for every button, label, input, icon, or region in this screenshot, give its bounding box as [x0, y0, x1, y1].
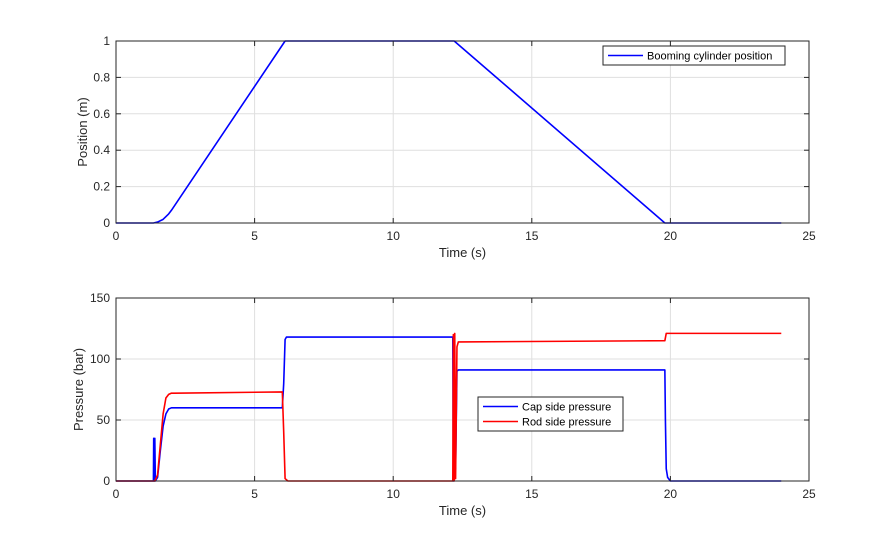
x-tick-label: 25	[802, 487, 816, 501]
x-axis-label: Time (s)	[439, 503, 486, 518]
axes-frame	[115, 40, 810, 224]
y-axis-label: Pressure (bar)	[71, 348, 86, 431]
series-line-rod-side-pressure	[116, 332, 782, 482]
legend-box	[602, 45, 786, 66]
x-tick-label: 20	[664, 229, 678, 243]
x-tick-label: 20	[664, 487, 678, 501]
y-tick-label: 0	[103, 216, 110, 230]
plot-area	[116, 41, 809, 223]
plot-area	[116, 298, 809, 481]
x-tick-label: 25	[802, 229, 816, 243]
x-tick-label: 15	[525, 229, 539, 243]
y-tick-label: 50	[97, 413, 111, 427]
legend: Cap side pressure Rod side pressure	[477, 396, 624, 432]
x-tick-label: 0	[113, 487, 120, 501]
y-tick-label: 1	[103, 34, 110, 48]
y-tick-label: 0.6	[93, 107, 110, 121]
chart-2: 0 5 10 15 20 25 0 50 100 150 Time (s) Pressure (bar…	[71, 291, 816, 518]
axes-frame	[115, 297, 810, 482]
y-tick-label: 0.4	[93, 143, 110, 157]
chart-1: 0 5 10 15 20 25 0 0.2 0.4 0.6 0.8 1 Time (s) Position…	[75, 34, 816, 260]
x-tick-label: 10	[387, 487, 401, 501]
legend-entry: Cap side pressure	[522, 402, 611, 414]
x-tick-label: 0	[113, 229, 120, 243]
y-tick-label: 0.2	[93, 180, 110, 194]
legend-entry: Booming cylinder position	[647, 51, 772, 63]
y-tick-label: 150	[90, 291, 110, 305]
x-tick-label: 5	[251, 487, 258, 501]
y-tick-label: 0.8	[93, 70, 110, 84]
x-axis-label: Time (s)	[439, 245, 486, 260]
y-tick-label: 100	[90, 352, 110, 366]
y-axis-label: Position (m)	[75, 97, 90, 166]
x-tick-label: 15	[525, 487, 539, 501]
legend-entry: Rod side pressure	[522, 417, 611, 429]
y-tick-label: 0	[103, 474, 110, 488]
legend-box	[477, 396, 624, 432]
x-tick-label: 10	[387, 229, 401, 243]
x-tick-label: 5	[251, 229, 258, 243]
legend: Booming cylinder position	[602, 45, 786, 66]
